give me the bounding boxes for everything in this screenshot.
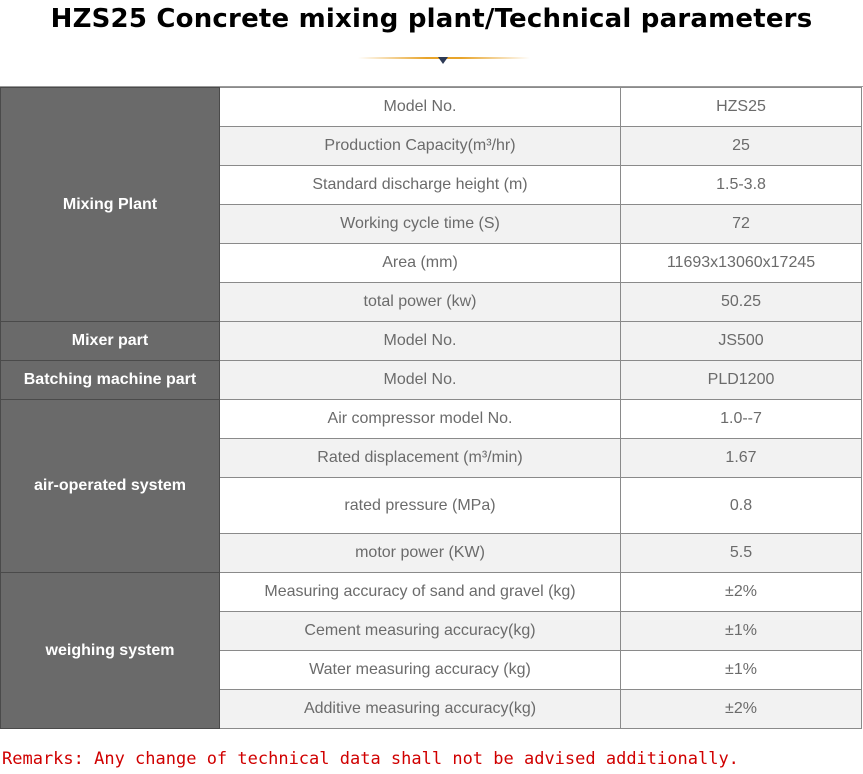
- value-cell: ±1%: [620, 650, 862, 690]
- table-row: weighing system Measuring accuracy of sa…: [0, 572, 862, 729]
- param-cell: total power (kw): [219, 282, 621, 322]
- table-row: Mixing Plant Model No. HZS25: [0, 87, 862, 322]
- param-cell: Water measuring accuracy (kg): [219, 650, 621, 690]
- param-cell: rated pressure (MPa): [219, 477, 621, 534]
- group-label: air-operated system: [0, 399, 220, 573]
- param-cell: Production Capacity(m³/hr): [219, 126, 621, 166]
- table-row: Standard discharge height (m) 1.5-3.8: [1, 165, 862, 205]
- spec-table: Mixing Plant Model No. HZS25 Production …: [0, 87, 862, 729]
- triangle-down-icon: [438, 57, 448, 64]
- param-cell: motor power (KW): [219, 533, 621, 573]
- value-cell: 25: [620, 126, 862, 166]
- param-cell: Model No.: [219, 360, 621, 400]
- param-cell: Standard discharge height (m): [219, 165, 621, 205]
- table-row: total power (kw) 50.25: [1, 282, 862, 322]
- group-label: Mixing Plant: [0, 87, 220, 322]
- value-cell: HZS25: [620, 87, 862, 127]
- value-cell: 11693x13060x17245: [620, 243, 862, 283]
- table-row: Batching machine part Model No. PLD1200: [0, 360, 862, 400]
- value-cell: 72: [620, 204, 862, 244]
- param-cell: Model No.: [219, 321, 621, 361]
- remarks-note: Remarks: Any change of technical data sh…: [2, 749, 739, 769]
- value-cell: 1.0--7: [620, 399, 862, 439]
- value-cell: 1.5-3.8: [620, 165, 862, 205]
- param-cell: Rated displacement (m³/min): [219, 438, 621, 478]
- table-row: air-operated system Air compressor model…: [0, 399, 862, 573]
- param-cell: Area (mm): [219, 243, 621, 283]
- value-cell: JS500: [620, 321, 862, 361]
- page-title: HZS25 Concrete mixing plant/Technical pa…: [50, 4, 813, 34]
- table-row: Area (mm) 11693x13060x17245: [1, 243, 862, 283]
- value-cell: ±1%: [620, 611, 862, 651]
- value-cell: 5.5: [620, 533, 862, 573]
- table-row: Water measuring accuracy (kg) ±1%: [1, 650, 862, 690]
- group-label: Batching machine part: [0, 360, 220, 400]
- param-cell: Cement measuring accuracy(kg): [219, 611, 621, 651]
- table-row: Working cycle time (S) 72: [1, 204, 862, 244]
- group-label: Mixer part: [0, 321, 220, 361]
- title-divider: [358, 57, 530, 64]
- table-row: Mixer part Model No. JS500: [0, 321, 862, 361]
- value-cell: ±2%: [620, 689, 862, 729]
- param-cell: Model No.: [219, 87, 621, 127]
- table-row: Rated displacement (m³/min) 1.67: [1, 438, 862, 478]
- table-row: Cement measuring accuracy(kg) ±1%: [1, 611, 862, 651]
- value-cell: 50.25: [620, 282, 862, 322]
- table-row: Additive measuring accuracy(kg) ±2%: [1, 689, 862, 729]
- param-cell: Working cycle time (S): [219, 204, 621, 244]
- param-cell: Measuring accuracy of sand and gravel (k…: [219, 572, 621, 612]
- value-cell: ±2%: [620, 572, 862, 612]
- table-row: Production Capacity(m³/hr) 25: [1, 126, 862, 166]
- value-cell: PLD1200: [620, 360, 862, 400]
- value-cell: 0.8: [620, 477, 862, 534]
- group-label: weighing system: [0, 572, 220, 729]
- table-row: motor power (KW) 5.5: [1, 533, 862, 573]
- param-cell: Additive measuring accuracy(kg): [219, 689, 621, 729]
- header-rule: [0, 86, 863, 87]
- param-cell: Air compressor model No.: [219, 399, 621, 439]
- value-cell: 1.67: [620, 438, 862, 478]
